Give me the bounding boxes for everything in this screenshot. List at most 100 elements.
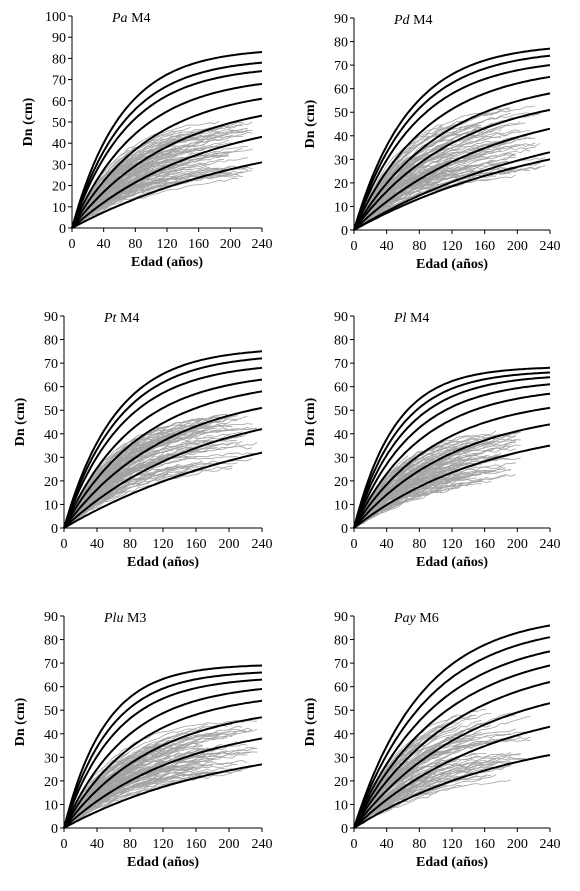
y-tick-label: 60 — [334, 681, 348, 696]
x-tick-label: 200 — [219, 537, 240, 552]
x-tick-label: 200 — [219, 837, 240, 852]
guide-curve-7 — [63, 737, 263, 829]
y-tick-label: 30 — [52, 158, 66, 173]
y-tick-label: 40 — [334, 428, 348, 443]
y-tick-label: 70 — [334, 657, 348, 672]
x-tick-label: 80 — [412, 837, 426, 852]
panel-title: Pd M4 — [393, 13, 433, 28]
y-tick-label: 30 — [334, 751, 348, 766]
guide-curve-5 — [71, 97, 263, 229]
y-tick-label: 50 — [52, 116, 66, 131]
y-tick-label: 70 — [52, 74, 66, 89]
y-tick-label: 0 — [59, 222, 66, 237]
guide-curve-5 — [353, 681, 551, 829]
y-tick-label: 50 — [334, 704, 348, 719]
guide-curve-2 — [353, 54, 551, 231]
y-axis-title: Dn (cm) — [21, 97, 36, 146]
guide-curve-7 — [353, 725, 551, 829]
x-tick-label: 160 — [474, 239, 495, 254]
observed-series-line — [63, 770, 233, 828]
observed-series-line — [63, 465, 233, 528]
species-label: Pa — [111, 11, 128, 26]
y-tick-label: 70 — [44, 657, 58, 672]
y-tick-label: 10 — [334, 798, 348, 813]
species-label: Pd — [393, 13, 411, 28]
observed-series-line — [63, 768, 198, 829]
y-tick-label: 40 — [52, 137, 66, 152]
y-tick-label: 80 — [52, 52, 66, 67]
y-tick-label: 70 — [334, 357, 348, 372]
observed-series-line — [63, 727, 203, 828]
x-tick-label: 80 — [412, 239, 426, 254]
x-tick-label: 120 — [442, 537, 463, 552]
guide-curve-2 — [353, 371, 551, 529]
observed-series-line — [71, 133, 191, 228]
guide-curve-3 — [353, 376, 551, 529]
x-axis-title: Edad (años) — [131, 255, 203, 270]
guide-curve-8 — [63, 451, 263, 529]
y-axis-title: Dn (cm) — [13, 697, 28, 746]
guide-curve-6 — [353, 702, 551, 829]
x-tick-label: 80 — [123, 837, 137, 852]
model-label: M4 — [128, 11, 151, 26]
y-tick-label: 80 — [334, 36, 348, 51]
y-tick-label: 0 — [341, 522, 348, 537]
y-tick-label: 10 — [334, 498, 348, 513]
y-tick-label: 90 — [334, 610, 348, 625]
observed-series-line — [71, 129, 248, 228]
x-tick-label: 0 — [61, 837, 68, 852]
y-tick-label: 0 — [341, 822, 348, 837]
guide-curve-7 — [71, 135, 263, 229]
guide-curve-4 — [353, 75, 551, 231]
guide-curve-3 — [353, 650, 551, 829]
guide-curve-7 — [63, 428, 263, 529]
observed-series-line — [71, 130, 177, 229]
y-tick-label: 40 — [334, 728, 348, 743]
guide-curve-9 — [353, 158, 551, 231]
x-axis-title: Edad (años) — [416, 257, 488, 272]
x-axis-title: Edad (años) — [416, 555, 488, 570]
y-axis-title: Dn (cm) — [303, 397, 318, 446]
guide-curve-1 — [71, 51, 263, 229]
species-label: Plu — [103, 611, 123, 626]
y-tick-label: 60 — [334, 83, 348, 98]
x-tick-label: 240 — [252, 537, 273, 552]
x-tick-label: 240 — [252, 837, 273, 852]
x-tick-label: 80 — [128, 237, 142, 252]
observed-series-line — [353, 774, 497, 829]
y-axis-title: Dn (cm) — [303, 697, 318, 746]
guide-curve-1 — [353, 47, 551, 231]
x-tick-label: 0 — [69, 237, 76, 252]
y-tick-label: 100 — [45, 10, 66, 25]
observed-series-line — [63, 420, 213, 529]
observed-series-line — [353, 761, 511, 828]
guide-curve-1 — [353, 366, 551, 529]
y-tick-label: 0 — [341, 224, 348, 239]
model-label: M3 — [123, 611, 146, 626]
model-label: M4 — [410, 13, 433, 28]
x-tick-label: 120 — [442, 837, 463, 852]
x-tick-label: 160 — [474, 537, 495, 552]
observed-data-cloud — [71, 121, 253, 229]
model-label: M4 — [406, 311, 429, 326]
y-tick-label: 50 — [334, 404, 348, 419]
x-tick-label: 200 — [507, 239, 528, 254]
x-tick-label: 120 — [153, 837, 174, 852]
x-tick-label: 0 — [351, 239, 358, 254]
y-tick-label: 90 — [334, 310, 348, 325]
observed-series-line — [353, 155, 492, 230]
guide-curve-3 — [353, 64, 551, 231]
guide-curve-6 — [353, 406, 551, 529]
guide-curve-4 — [71, 82, 263, 229]
guide-curve-8 — [353, 444, 551, 529]
chart-panel-pa: 0 10 20 30 40 50 60 70 80 90 100 0 40 80 120 160 200 240 E… — [21, 10, 273, 270]
y-tick-label: 40 — [44, 728, 58, 743]
x-tick-label: 80 — [123, 537, 137, 552]
y-tick-label: 0 — [51, 822, 58, 837]
y-tick-label: 10 — [334, 200, 348, 215]
panel-title: Pl M4 — [393, 311, 429, 326]
x-tick-label: 40 — [97, 237, 111, 252]
guide-curve-5 — [63, 390, 263, 529]
observed-series-line — [63, 731, 218, 828]
y-tick-label: 60 — [334, 381, 348, 396]
